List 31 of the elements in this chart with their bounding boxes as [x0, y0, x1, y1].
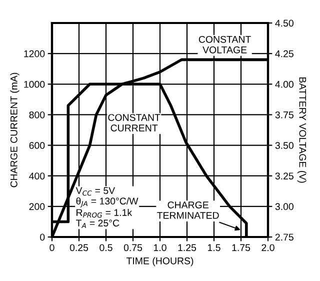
y2-tick-label: 3.25	[275, 172, 294, 180]
annotation: CONSTANT VOLTAGE	[198, 36, 251, 54]
y-tick-label: 800	[29, 111, 45, 118]
text: V$_{CC}$ = 5V θ$_{JA}$ = 130°C/W R$_{PROG}$ = 1.1k T$_{A}$ = 25°C	[76, 187, 138, 228]
x-tick-label: 1.5	[208, 244, 220, 252]
y-tick-label: 600	[29, 142, 45, 149]
x-tick-label: 0.25	[70, 244, 88, 252]
y2-tick-label: 2.75	[275, 234, 294, 241]
x-tick-label: 1.75	[232, 244, 250, 252]
x-tick-label: 0.75	[124, 244, 142, 252]
y2-tick-label: 3.50	[275, 142, 294, 149]
y-tick-label: 400	[29, 172, 45, 180]
y2-tick-label: 3.75	[275, 111, 294, 118]
y2-axis-title: BATTERY VOLTAGE (V)	[297, 77, 306, 183]
x-tick-label: 0	[50, 244, 54, 252]
y-tick-label: 0	[40, 234, 45, 241]
x-tick-label: 2.0	[262, 244, 274, 252]
x-axis-title: TIME (HOURS)	[126, 257, 194, 266]
y2-tick-label: 4.50	[275, 20, 294, 27]
y2-tick-label: 4.25	[275, 50, 294, 58]
x-tick-label: 0.5	[100, 244, 112, 252]
annotation: CHARGE TERMINATED	[157, 202, 219, 219]
y2-tick-label: 4.00	[275, 80, 294, 88]
x-tick-label: 1.25	[178, 244, 196, 252]
y-axis-title: CHARGE CURRENT (mA)	[10, 72, 20, 188]
y-tick-label: 1000	[24, 80, 45, 88]
y-tick-label: 1200	[24, 50, 45, 58]
x-tick-label: 1.0	[154, 244, 166, 252]
y2-tick-label: 3.00	[275, 203, 294, 210]
annotation: CONSTANT CURRENT	[108, 114, 160, 132]
y-tick-label: 200	[29, 203, 45, 210]
